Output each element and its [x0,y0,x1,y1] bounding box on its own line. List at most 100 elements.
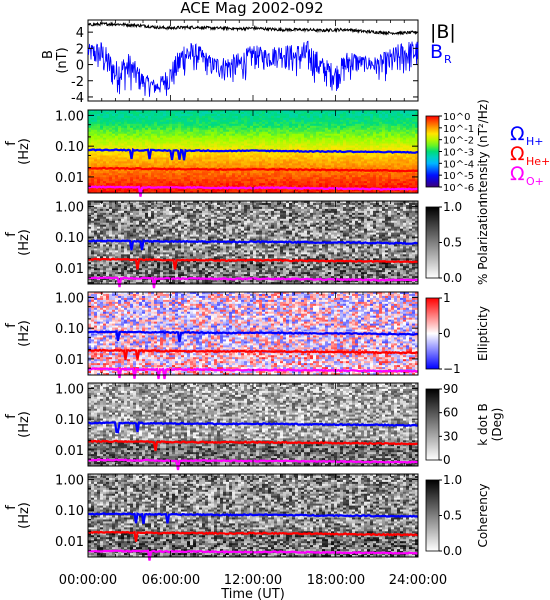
heatmap-cell [406,161,409,163]
heatmap-cell [160,140,163,142]
heatmap-cell [367,112,370,114]
heatmap-cell [166,183,169,185]
heatmap-cell [367,148,370,150]
heatmap-cell [271,112,274,114]
heatmap-cell [115,155,118,157]
heatmap-cell [394,173,397,175]
heatmap-cell [100,116,103,118]
heatmap-cell [139,130,142,132]
heatmap-cell [265,179,268,181]
heatmap-cell [292,159,295,161]
heatmap-cell [148,136,151,138]
heatmap-cell [268,155,271,157]
colorbar-tick-label: 10^-6 [443,183,474,194]
heatmap-cell [259,203,262,205]
heatmap-cell [190,130,193,132]
heatmap-cell [310,120,313,122]
heatmap-cell [127,142,130,144]
heatmap-cell [268,112,271,114]
heatmap-cell [355,136,358,138]
heatmap-cell [259,136,262,138]
heatmap-cell [169,132,172,134]
heatmap-cell [115,118,118,120]
heatmap-cell [304,177,307,179]
heatmap-cell [178,144,181,146]
heatmap-cell [310,157,313,159]
heatmap-cell [412,132,415,134]
heatmap-cell [313,132,316,134]
heatmap-cell [115,177,118,179]
heatmap-cell [370,183,373,185]
heatmap-cell [286,155,289,157]
heatmap-cell [271,165,274,167]
heatmap-cell [220,181,223,183]
heatmap-cell [232,136,235,138]
heatmap-cell [331,140,334,142]
heatmap-cell [397,112,400,114]
heatmap-cell [406,155,409,157]
heatmap-cell [349,159,352,161]
heatmap-cell [232,173,235,175]
heatmap-cell [325,112,328,114]
heatmap-cell [127,203,130,205]
heatmap-cell [151,126,154,128]
heatmap-cell [163,142,166,144]
heatmap-cell [157,112,160,114]
heatmap-cell [250,152,253,154]
heatmap-cell [184,181,187,183]
heatmap-cell [337,132,340,134]
heatmap-cell [385,120,388,122]
heatmap-cell [256,124,259,126]
heatmap-cell [262,152,265,154]
heatmap-cell [193,118,196,120]
heatmap-cell [271,173,274,175]
heatmap-cell [394,142,397,144]
heatmap-cell [199,130,202,132]
heatmap-cell [403,146,406,148]
heatmap-cell [151,120,154,122]
heatmap-cell [265,122,268,124]
heatmap-cell [412,138,415,140]
heatmap-cell [376,122,379,124]
heatmap-cell [361,142,364,144]
heatmap-cell [112,122,115,124]
heatmap-cell [106,146,109,148]
heatmap-cell [283,140,286,142]
heatmap-cell [373,203,376,205]
heatmap-cell [283,157,286,159]
heatmap-cell [331,126,334,128]
heatmap-cell [244,124,247,126]
heatmap-cell [154,155,157,157]
heatmap-cell [292,124,295,126]
heatmap-cell [403,175,406,177]
heatmap-cell [397,173,400,175]
heatmap-cell [181,136,184,138]
heatmap-cell [268,144,271,146]
heatmap-cell [121,171,124,173]
heatmap-cell [91,124,94,126]
heatmap-cell [406,173,409,175]
heatmap-cell [169,161,172,163]
heatmap-cell [388,148,391,150]
heatmap-cell [205,114,208,116]
heatmap-cell [145,132,148,134]
heatmap-cell [361,130,364,132]
heatmap-cell [373,130,376,132]
heatmap-cell [238,126,241,128]
heatmap-cell [271,120,274,122]
heatmap-cell [298,118,301,120]
heatmap-cell [241,165,244,167]
heatmap-cell [313,155,316,157]
heatmap-cell [181,126,184,128]
heatmap-cell [253,155,256,157]
heatmap-cell [304,155,307,157]
heatmap-cell [175,142,178,144]
heatmap-cell [265,183,268,185]
heatmap-cell [364,161,367,163]
heatmap-cell [148,171,151,173]
heatmap-cell [277,144,280,146]
heatmap-cell [397,134,400,136]
heatmap-cell [340,171,343,173]
heatmap-cell [145,163,148,165]
heatmap-cell [124,189,127,191]
